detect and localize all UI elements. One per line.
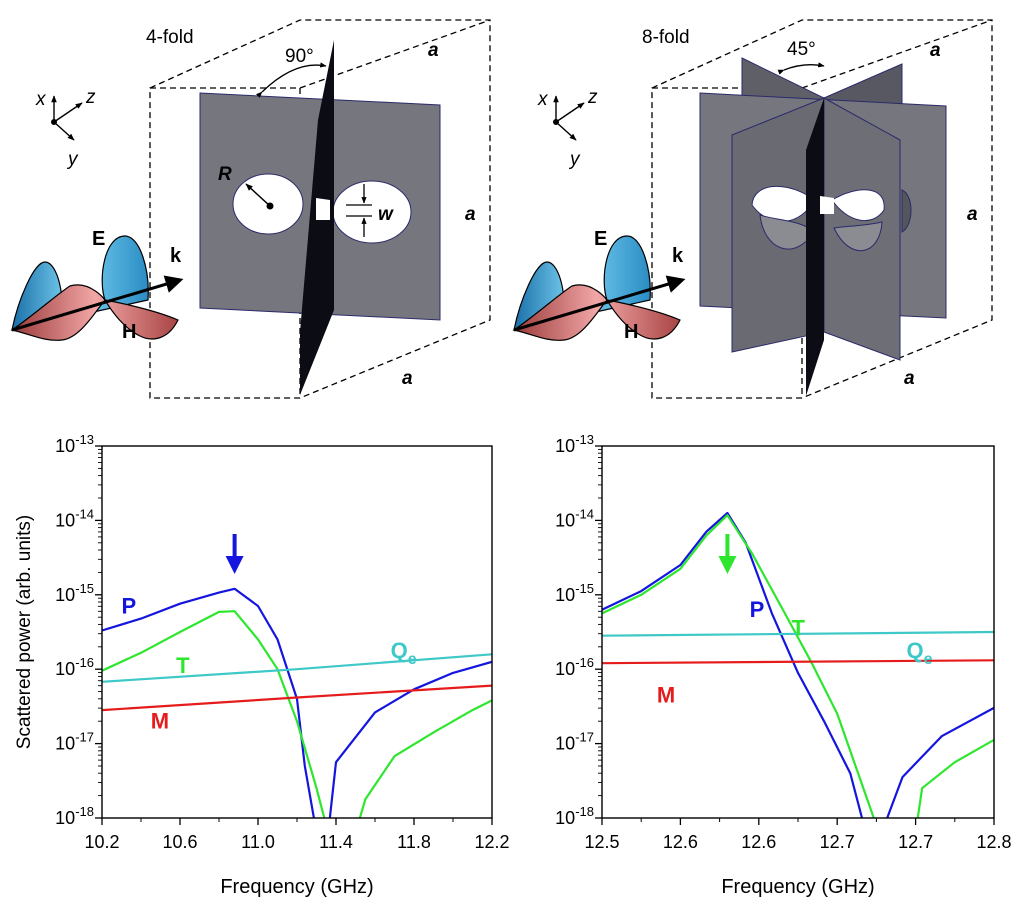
angle-label-45: 45° <box>787 39 816 60</box>
x-tick-label: 12.7 <box>898 832 933 852</box>
axis-x-label: x <box>537 89 549 110</box>
x-axis-label: Frequency (GHz) <box>220 876 373 898</box>
coordinate-axes <box>51 95 83 141</box>
x-tick-label: 12.7 <box>820 832 855 852</box>
axis-y-label: y <box>66 149 79 170</box>
series-line-qe <box>102 653 492 683</box>
series-label-t: T <box>791 616 805 641</box>
dimension-label-top: a <box>930 40 941 61</box>
peak-arrow-head <box>718 556 737 574</box>
dimension-label-bottom: a <box>402 368 413 389</box>
series-label-t: T <box>176 653 190 678</box>
y-tick-label: 10-16 <box>555 655 594 679</box>
e-field-label: E <box>92 228 105 250</box>
y-tick-label: 10-18 <box>55 804 94 828</box>
x-tick-label: 12.2 <box>474 832 509 852</box>
series-line-m <box>102 684 492 712</box>
hole-right <box>332 180 412 244</box>
chart-8fold: 12.5 12.6 12.6 12.7 12.7 12.8 10-18 10-17 10-16 1… <box>555 432 1011 898</box>
x-tick-label: 12.5 <box>584 832 619 852</box>
series-label-m: M <box>151 709 169 734</box>
h-field-label: H <box>122 321 136 343</box>
y-tick-label: 10-15 <box>555 581 594 605</box>
series-label-qe: Qe <box>906 638 932 668</box>
title-4fold: 4-fold <box>146 27 194 48</box>
x-tick-label: 12.6 <box>741 832 776 852</box>
peak-arrow-head <box>225 556 244 574</box>
dimension-label-top: a <box>428 40 439 61</box>
series-label-p: P <box>750 597 765 622</box>
series-label-m: M <box>657 683 675 708</box>
angle-label-90: 90° <box>285 46 314 67</box>
y-axis-label: Scattered power (arb. units) <box>14 515 35 749</box>
x-axis-label: Frequency (GHz) <box>721 876 874 898</box>
x-tick-label: 11.8 <box>397 832 431 852</box>
series-label-p: P <box>122 593 137 618</box>
y-tick-label: 10-18 <box>555 804 594 828</box>
series-line-qe <box>602 630 994 637</box>
e-field-label: E <box>594 228 607 250</box>
dimension-label-bottom: a <box>904 368 915 389</box>
y-tick-label: 10-15 <box>55 581 94 605</box>
y-tick-label: 10-13 <box>555 432 594 456</box>
em-wave: E H k <box>10 228 184 343</box>
series-line-t <box>102 610 492 818</box>
axis-y-label: y <box>568 149 581 170</box>
series-line-m <box>602 659 994 665</box>
series-line-p <box>602 511 994 818</box>
y-tick-label: 10-16 <box>55 655 94 679</box>
gap-indicator <box>346 184 372 237</box>
x-tick-label: 12.8 <box>976 832 1011 852</box>
k-vector-label: k <box>672 245 684 267</box>
title-8fold: 8-fold <box>642 27 690 48</box>
x-tick-label: 10.2 <box>84 832 119 852</box>
schematic-4fold: R w 90° 4-fold a a a x z y E <box>10 19 491 399</box>
gap-label: w <box>378 204 394 225</box>
chart-4fold: 10.2 10.6 11.0 11.4 11.8 12.2 10-18 10-17 10-16 1… <box>55 432 509 898</box>
y-tick-label: 10-14 <box>555 506 594 530</box>
y-tick-label: 10-13 <box>55 432 94 456</box>
dimension-label-side: a <box>967 204 978 225</box>
x-tick-label: 11.0 <box>241 832 275 852</box>
y-tick-label: 10-17 <box>55 730 94 754</box>
schematic-8fold: 45° 8-fold a a a x z y E H k <box>512 19 993 399</box>
x-tick-label: 12.6 <box>663 832 698 852</box>
k-vector-label: k <box>170 245 182 267</box>
axis-z-label: z <box>85 87 96 108</box>
dark-plate <box>806 98 824 396</box>
radius-label: R <box>218 164 232 185</box>
plot-frame <box>101 445 493 819</box>
h-field-label: H <box>624 321 638 343</box>
em-wave: E H k <box>512 228 686 343</box>
axis-z-label: z <box>587 87 598 108</box>
axis-x-label: x <box>35 89 47 110</box>
dimension-label-side: a <box>465 204 476 225</box>
y-tick-label: 10-14 <box>55 506 94 530</box>
x-tick-label: 10.6 <box>162 832 197 852</box>
coordinate-axes <box>553 95 585 141</box>
x-tick-label: 11.4 <box>319 832 353 852</box>
series-label-qe: Qe <box>391 638 417 668</box>
y-tick-label: 10-17 <box>555 730 594 754</box>
